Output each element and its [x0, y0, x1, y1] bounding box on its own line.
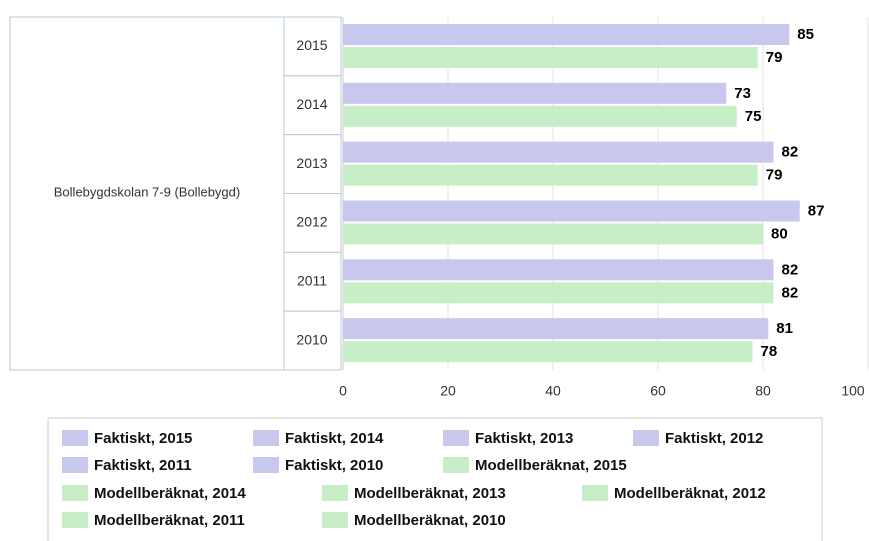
legend-swatch	[62, 485, 88, 501]
value-label: 85	[797, 26, 814, 43]
legend-swatch	[253, 457, 279, 473]
bar	[343, 259, 774, 281]
legend-swatch	[322, 485, 348, 501]
legend-label: Faktiskt, 2010	[285, 457, 383, 474]
legend-swatch	[253, 430, 279, 446]
legend-swatch	[633, 430, 659, 446]
bar	[343, 223, 763, 245]
bar	[343, 141, 774, 163]
bar	[343, 164, 758, 186]
legend-label: Faktiskt, 2011	[94, 457, 192, 474]
value-label: 87	[808, 202, 825, 219]
legend-label: Faktiskt, 2013	[475, 430, 573, 447]
x-tick-label: 80	[755, 383, 771, 399]
value-label: 75	[745, 108, 762, 125]
bar	[343, 82, 727, 104]
legend-label: Modellberäknat, 2014	[94, 485, 246, 502]
x-tick-label: 60	[650, 383, 666, 399]
legend-box	[47, 417, 823, 541]
value-label: 81	[776, 320, 793, 337]
legend-swatch	[443, 430, 469, 446]
value-label: 73	[734, 85, 751, 102]
legend-label: Modellberäknat, 2015	[475, 457, 627, 474]
legend-swatch	[322, 512, 348, 528]
legend-label: Modellberäknat, 2011	[94, 512, 245, 529]
legend-label: Faktiskt, 2014	[285, 430, 384, 447]
group-label: Bollebygdskolan 7-9 (Bollebygd)	[54, 184, 240, 199]
value-label: 80	[771, 225, 788, 242]
legend-label: Modellberäknat, 2012	[614, 485, 766, 502]
bar	[343, 282, 774, 304]
value-label: 82	[782, 261, 799, 278]
category-cell	[283, 134, 342, 195]
value-label: 78	[761, 343, 778, 360]
x-tick-label: 40	[545, 383, 561, 399]
value-label: 79	[766, 49, 783, 66]
bar	[343, 200, 800, 222]
y-tick-label: 2014	[296, 96, 327, 112]
legend-swatch	[62, 457, 88, 473]
legend-label: Modellberäknat, 2013	[354, 485, 506, 502]
value-label: 82	[782, 284, 799, 301]
legend-swatch	[62, 512, 88, 528]
legend-swatch	[62, 430, 88, 446]
legend-swatch	[582, 485, 608, 501]
bar	[343, 47, 758, 68]
y-tick-label: 2010	[296, 331, 327, 347]
bar	[343, 341, 753, 363]
y-tick-label: 2011	[297, 272, 327, 288]
category-cell	[283, 16, 342, 77]
category-cell	[283, 310, 342, 371]
x-tick-label: 100	[841, 383, 865, 399]
y-tick-label: 2013	[296, 155, 327, 171]
legend-label: Faktiskt, 2012	[665, 430, 763, 447]
legend-swatch	[443, 457, 469, 473]
y-tick-label: 2015	[296, 37, 327, 53]
legend-label: Faktiskt, 2015	[94, 430, 192, 447]
category-cell	[283, 251, 342, 312]
group-box	[9, 16, 285, 371]
value-label: 79	[766, 167, 783, 184]
y-tick-label: 2012	[296, 214, 327, 230]
legend-label: Modellberäknat, 2010	[354, 512, 506, 529]
x-tick-label: 20	[440, 383, 456, 399]
bar	[343, 24, 790, 45]
bar	[343, 318, 769, 340]
value-label: 82	[782, 144, 799, 161]
bar	[343, 105, 737, 127]
category-cell	[283, 193, 342, 253]
x-tick-label: 0	[339, 383, 347, 399]
